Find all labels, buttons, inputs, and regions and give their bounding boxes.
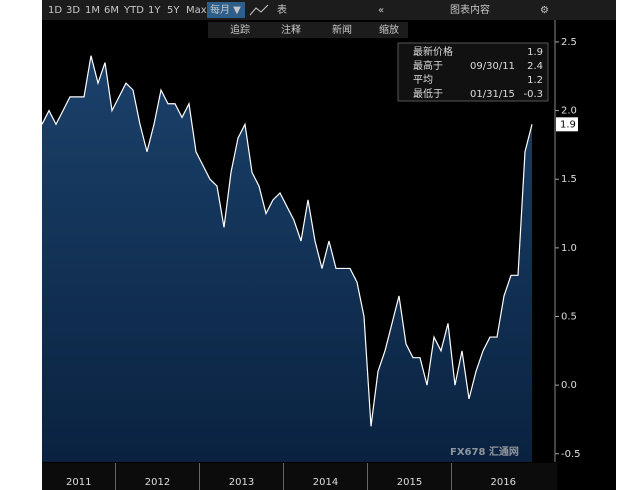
x-tick-label: 2011 bbox=[66, 477, 91, 488]
legend-value: 2.4 bbox=[527, 61, 543, 72]
range-button[interactable]: 1Y bbox=[148, 5, 161, 16]
range-button[interactable]: 1D bbox=[48, 5, 62, 16]
range-button[interactable]: 5Y bbox=[167, 5, 180, 16]
chart-icon bbox=[249, 4, 269, 16]
x-tick-label: 2015 bbox=[397, 477, 422, 488]
area bbox=[42, 55, 532, 462]
x-tick-label: 2013 bbox=[229, 477, 254, 488]
range-button[interactable]: YTD bbox=[123, 5, 144, 16]
legend-label: 最低于 bbox=[413, 87, 443, 100]
legend-date: 09/30/11 bbox=[470, 61, 515, 72]
range-button[interactable]: 1M bbox=[85, 5, 100, 16]
x-tick-label: 2014 bbox=[313, 477, 338, 488]
y-tick-label: 2.5 bbox=[561, 37, 577, 48]
legend-label: 平均 bbox=[413, 74, 433, 86]
legend-label: 最新价格 bbox=[413, 45, 453, 58]
period-button-bg bbox=[207, 2, 245, 18]
legend-value: 1.9 bbox=[527, 47, 543, 58]
y-tick-label: -0.5 bbox=[561, 449, 581, 460]
x-tick-label: 2016 bbox=[491, 477, 516, 488]
x-axis-bg bbox=[42, 463, 557, 490]
y-tick-label: 2.0 bbox=[561, 106, 577, 117]
legend-date: 01/31/15 bbox=[470, 89, 515, 100]
range-button[interactable]: 3D bbox=[66, 5, 80, 16]
content-button[interactable]: 图表内容 bbox=[450, 3, 490, 16]
range-button[interactable]: 6M bbox=[104, 5, 119, 16]
x-tick-label: 2012 bbox=[145, 477, 170, 488]
range-button[interactable]: Max bbox=[186, 5, 207, 16]
legend-value: 1.2 bbox=[527, 75, 543, 86]
last-label: 1.9 bbox=[560, 119, 576, 130]
legend-value: -0.3 bbox=[523, 89, 543, 100]
y-tick-label: 1.0 bbox=[561, 243, 577, 254]
y-tick-label: 1.5 bbox=[561, 174, 577, 185]
tools-bar bbox=[208, 22, 408, 38]
watermark: FX678 汇通网 bbox=[450, 445, 519, 458]
toolbar bbox=[42, 0, 616, 20]
table-button[interactable]: 表 bbox=[277, 3, 287, 16]
tool-button[interactable]: 缩放 bbox=[379, 23, 399, 36]
tool-button[interactable]: 新闻 bbox=[332, 23, 352, 36]
back-icon: « bbox=[378, 5, 384, 16]
settings-icon[interactable]: ⚙ bbox=[540, 5, 549, 16]
line bbox=[41, 55, 533, 427]
y-tick-label: 0.5 bbox=[561, 311, 577, 322]
period-button[interactable]: 每月 ▼ bbox=[210, 3, 241, 16]
legend-box bbox=[397, 42, 549, 102]
tool-button[interactable]: 注释 bbox=[281, 23, 301, 36]
y-tick-label: 0.0 bbox=[561, 380, 577, 391]
tool-button[interactable]: 追踪 bbox=[230, 23, 250, 36]
last-label-bg bbox=[556, 117, 578, 132]
legend-label: 最高于 bbox=[413, 59, 443, 72]
